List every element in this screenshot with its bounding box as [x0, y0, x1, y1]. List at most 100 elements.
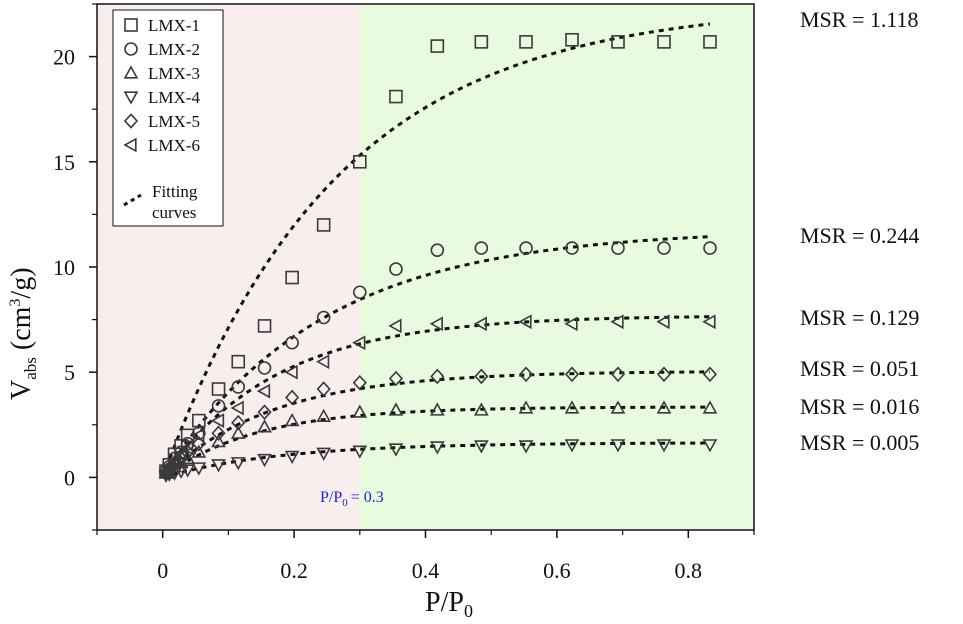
marker-s3-p8 — [257, 419, 272, 433]
marker-s1-p10 — [316, 218, 331, 232]
marker-s2-p18 — [657, 241, 671, 255]
marker-s6-p1 — [161, 459, 175, 475]
marker-s6-p14 — [473, 316, 487, 332]
marker-s2-p11 — [352, 285, 367, 300]
marker-s3-p7 — [230, 425, 246, 439]
marker-s6-p7 — [230, 400, 244, 416]
legend-fit-line — [123, 193, 142, 207]
threshold-annotation-sub: 0 — [342, 497, 348, 509]
marker-s2-p8 — [257, 361, 272, 375]
marker-s3-p19 — [702, 400, 718, 414]
marker-s2-p17 — [611, 241, 625, 255]
marker-s5-p16 — [564, 366, 580, 383]
y-tick-label-3: 15 — [53, 150, 75, 175]
legend-label-3: LMX-3 — [148, 64, 200, 83]
region-2 — [359, 4, 754, 530]
marker-s3-p4 — [180, 450, 196, 465]
marker-s5-p6 — [211, 425, 226, 442]
marker-s3-p10 — [316, 408, 332, 422]
marker-s2-p10 — [316, 310, 331, 325]
marker-s5-p7 — [231, 414, 246, 431]
marker-s6-p6 — [210, 413, 225, 428]
marker-s3-p9 — [284, 412, 300, 427]
msr-label-3: MSR = 0.016 — [800, 394, 919, 419]
marker-s4-p6 — [211, 459, 226, 473]
legend-fit-label-1: Fitting — [152, 182, 198, 201]
marker-s3-p17 — [610, 400, 626, 414]
marker-s4-p14 — [473, 440, 489, 454]
marker-s1-p7 — [231, 354, 246, 369]
marker-s4-p11 — [352, 445, 368, 459]
marker-s4-p8 — [257, 453, 272, 468]
marker-s6-p11 — [352, 335, 366, 351]
msr-label-5: MSR = 0.051 — [800, 356, 919, 381]
marker-s2-p15 — [519, 241, 533, 255]
x-tick-label-3: 0.6 — [543, 558, 571, 583]
marker-s1-p11 — [352, 155, 367, 169]
marker-s1-p12 — [389, 89, 403, 104]
marker-s4-p9 — [284, 450, 300, 465]
x-tick-label-2: 0.4 — [412, 558, 440, 583]
y-axis-title-sup: 3 — [7, 299, 24, 307]
marker-s3-p15 — [518, 400, 534, 414]
marker-s4-p7 — [230, 457, 246, 471]
marker-s6-p3 — [173, 446, 187, 462]
x-axis-title-main: P/P — [425, 587, 464, 618]
marker-s4-p17 — [610, 439, 626, 453]
fit-curve-4 — [162, 441, 710, 479]
marker-s1-p9 — [285, 270, 299, 285]
y-axis-title-main: V — [6, 380, 37, 400]
marker-s2-p19 — [703, 241, 717, 255]
marker-s5-p12 — [388, 370, 404, 387]
marker-s5-p19 — [702, 366, 718, 383]
marker-s1-p13 — [430, 39, 445, 53]
marker-s6-p8 — [256, 383, 271, 399]
marker-s1-p15 — [519, 35, 533, 49]
marker-s5-p9 — [285, 389, 300, 406]
marker-s2-p16 — [565, 241, 579, 255]
legend: LMX-1 LMX-2 LMX-3 LMX-4 LMX-5 LMX-6 Fitting cur… — [112, 9, 224, 227]
legend-fit-label-2: curves — [152, 203, 196, 222]
legend-marker-3 — [123, 65, 139, 79]
legend-box — [112, 9, 224, 227]
marker-s2-p9 — [285, 335, 299, 350]
legend-label-2: LMX-2 — [148, 40, 200, 59]
legend-label-6: LMX-6 — [148, 136, 200, 155]
msr-labels: MSR = 1.118 MSR = 0.244 MSR = 0.129 MSR = 0… — [800, 7, 919, 455]
marker-s6-p10 — [316, 354, 330, 370]
marker-s3-p5 — [191, 444, 207, 458]
threshold-annotation-tail: = 0.3 — [351, 489, 384, 506]
marker-s3-p14 — [473, 402, 489, 416]
marker-s4-p5 — [191, 462, 207, 476]
marker-s3-p12 — [388, 402, 404, 416]
threshold-annotation: P/P0 = 0.3 — [320, 489, 384, 509]
marker-s5-p8 — [257, 404, 272, 420]
marker-s3-p18 — [656, 400, 672, 414]
marker-s3-p13 — [429, 402, 445, 416]
threshold-annotation-main: P/P — [320, 489, 342, 506]
marker-s2-p14 — [474, 241, 489, 255]
marker-s6-p12 — [388, 318, 402, 334]
marker-s5-p10 — [316, 381, 331, 397]
marker-s5-p17 — [610, 366, 626, 383]
marker-s1-p16 — [565, 32, 579, 47]
pressure-regions — [97, 4, 754, 530]
x-axis: 0 0.2 0.4 0.6 0.8 — [96, 530, 755, 583]
marker-s6-p13 — [429, 316, 443, 332]
marker-s4-p10 — [316, 447, 332, 461]
x-tick-label-1: 0.2 — [280, 558, 308, 583]
y-axis: 0 5 10 15 20 — [53, 3, 97, 531]
marker-s6-p15 — [518, 314, 532, 330]
msr-label-2: MSR = 0.244 — [800, 223, 919, 248]
marker-s1-p18 — [657, 35, 671, 49]
fit-curve-2 — [161, 235, 711, 479]
marker-s5-p11 — [352, 374, 367, 391]
marker-s5-p18 — [656, 366, 672, 383]
marker-s4-p18 — [656, 439, 672, 453]
y-axis-title: Vabs (cm3/g) — [6, 267, 40, 400]
data-markers — [158, 32, 718, 483]
marker-s1-p8 — [257, 319, 272, 333]
msr-label-1: MSR = 1.118 — [800, 7, 919, 32]
x-axis-title-sub: 0 — [464, 601, 473, 621]
marker-s1-p17 — [611, 35, 625, 49]
